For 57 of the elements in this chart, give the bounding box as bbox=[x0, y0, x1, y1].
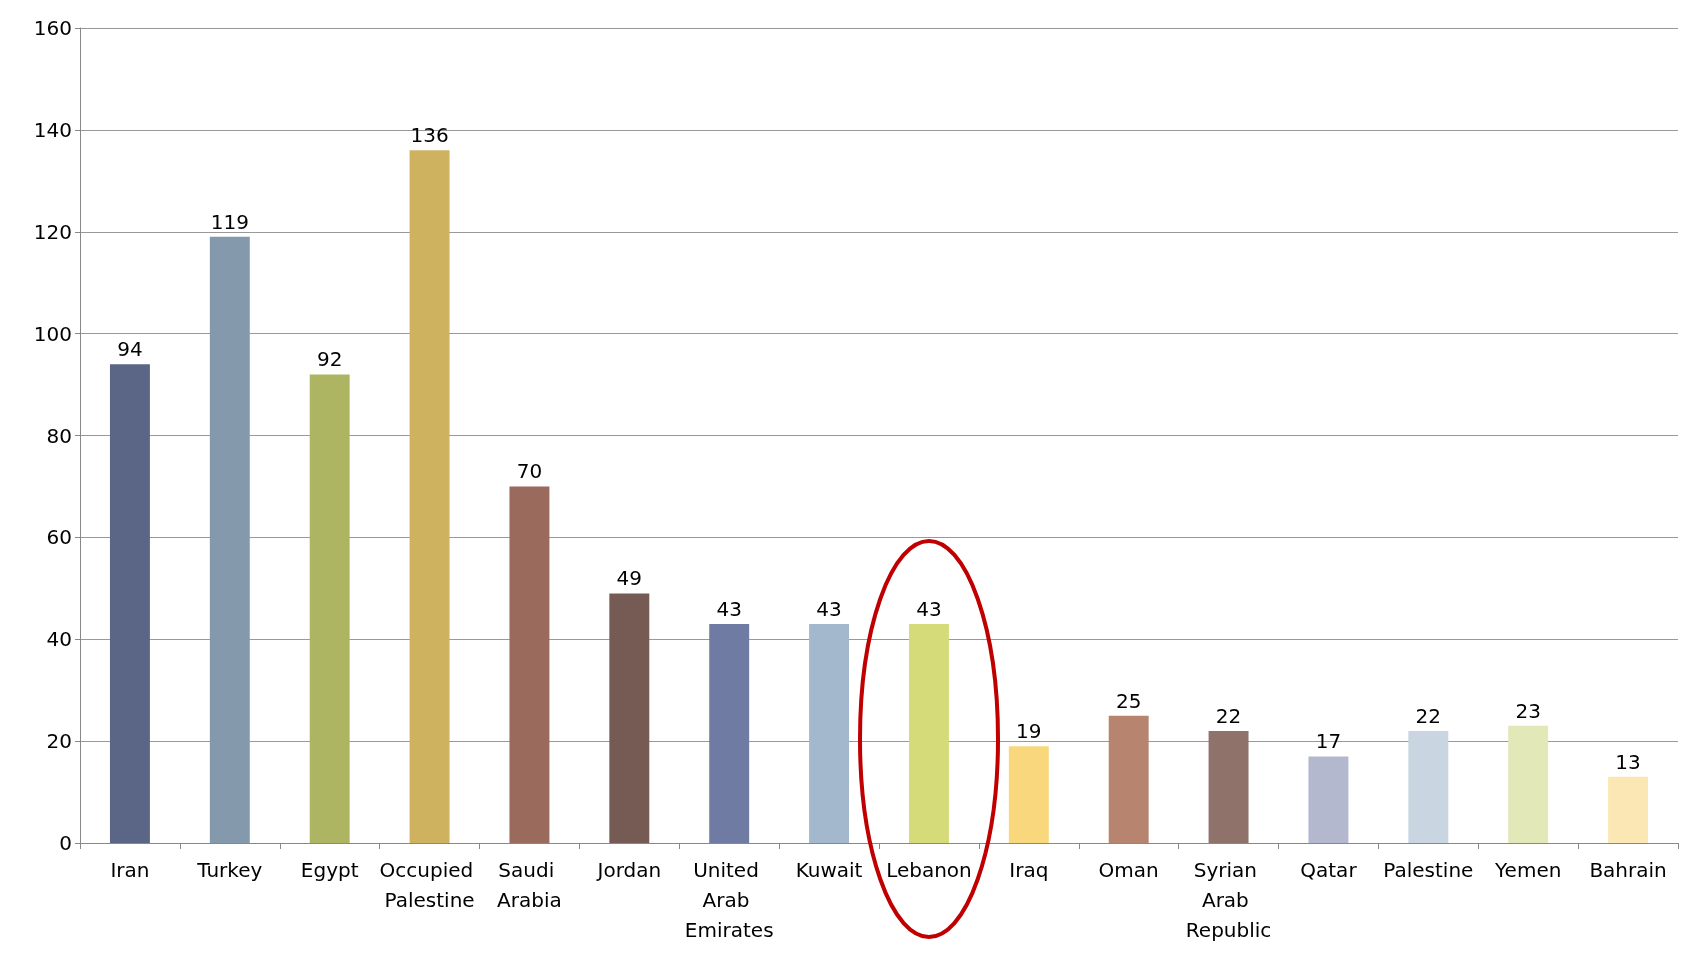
x-tick-label: Iraq bbox=[1009, 858, 1049, 882]
bar bbox=[1308, 756, 1349, 843]
data-label: 13 bbox=[1615, 749, 1641, 774]
bar bbox=[409, 150, 450, 843]
x-tick-label: Oman bbox=[1098, 858, 1159, 882]
x-tick-label: Syrian Arab Republic bbox=[1185, 858, 1272, 942]
bar bbox=[908, 623, 949, 843]
y-tick-label: 100 bbox=[33, 321, 72, 346]
x-tick-label: Lebanon bbox=[886, 858, 972, 882]
data-label: 94 bbox=[117, 337, 143, 362]
bar bbox=[1108, 715, 1149, 843]
x-tick-label: Bahrain bbox=[1589, 858, 1667, 882]
bar bbox=[709, 623, 750, 843]
data-label: 43 bbox=[716, 596, 742, 621]
bar bbox=[1208, 730, 1249, 843]
y-tick-label: 20 bbox=[46, 729, 72, 754]
x-tick-label: Palestine bbox=[1383, 858, 1474, 882]
data-label: 49 bbox=[616, 566, 643, 591]
bar bbox=[309, 374, 350, 843]
bar bbox=[809, 623, 850, 843]
data-label: 19 bbox=[1016, 719, 1042, 744]
bar bbox=[1408, 730, 1449, 843]
y-tick-label: 120 bbox=[33, 219, 72, 244]
bar bbox=[509, 486, 550, 843]
y-tick-label: 60 bbox=[46, 525, 72, 550]
y-tick-label: 40 bbox=[46, 627, 72, 652]
bar bbox=[1508, 725, 1549, 843]
data-label: 43 bbox=[916, 596, 942, 621]
data-label: 70 bbox=[516, 459, 543, 484]
y-tick-label: 160 bbox=[33, 16, 72, 40]
y-tick-label: 140 bbox=[33, 117, 72, 142]
data-label: 119 bbox=[210, 209, 249, 234]
y-tick-label: 80 bbox=[46, 423, 72, 448]
data-label: 23 bbox=[1515, 698, 1541, 723]
x-tick-label: Yemen bbox=[1494, 858, 1562, 882]
x-tick-label: Turkey bbox=[196, 858, 263, 882]
data-label: 25 bbox=[1115, 688, 1142, 713]
bar bbox=[1608, 776, 1649, 843]
x-tick-label: Egypt bbox=[300, 858, 359, 882]
data-label: 17 bbox=[1315, 729, 1342, 754]
data-label: 22 bbox=[1215, 703, 1242, 728]
x-tick-label: Qatar bbox=[1300, 858, 1358, 882]
data-label: 22 bbox=[1415, 703, 1442, 728]
x-tick-label: Kuwait bbox=[795, 858, 863, 882]
data-label: 43 bbox=[816, 596, 842, 621]
bar bbox=[609, 593, 650, 843]
data-label: 136 bbox=[410, 123, 449, 148]
x-tick-label: Iran bbox=[110, 858, 150, 882]
x-tick-label: Saudi Arabia bbox=[497, 858, 562, 912]
bar bbox=[109, 364, 150, 843]
data-label: 92 bbox=[316, 347, 343, 372]
y-tick-label: 0 bbox=[59, 831, 72, 855]
bar bbox=[1008, 746, 1049, 843]
x-tick-label: Occupied Palestine bbox=[379, 858, 480, 912]
x-tick-label: Jordan bbox=[595, 858, 662, 882]
bar bbox=[209, 236, 250, 843]
x-tick-label: United Arab Emirates bbox=[684, 858, 774, 942]
